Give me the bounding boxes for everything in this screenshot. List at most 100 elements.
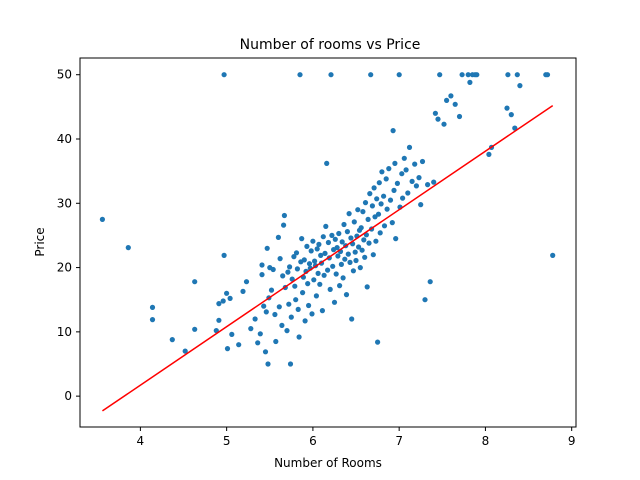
data-point <box>444 97 450 103</box>
data-point <box>324 160 330 166</box>
data-point <box>227 295 233 301</box>
data-point <box>216 301 222 307</box>
data-point <box>357 265 363 271</box>
data-point <box>313 293 319 299</box>
data-point <box>275 234 281 240</box>
data-point <box>359 247 365 253</box>
y-tick-label: 0 <box>64 389 72 403</box>
data-point <box>315 270 321 276</box>
data-point <box>301 257 307 263</box>
data-point <box>311 277 317 283</box>
data-point <box>221 252 227 258</box>
data-point <box>419 158 426 165</box>
data-point <box>255 340 261 346</box>
points-layer <box>99 72 556 367</box>
data-point <box>293 250 300 256</box>
data-point <box>366 240 372 246</box>
data-point <box>486 151 492 157</box>
x-tick-label: 6 <box>309 434 317 448</box>
data-point <box>474 72 480 78</box>
data-point <box>383 176 389 182</box>
data-point <box>334 245 340 251</box>
data-point <box>323 223 329 229</box>
data-point <box>293 297 299 303</box>
data-point <box>393 236 399 242</box>
chart-title: Number of rooms vs Price <box>240 37 421 53</box>
data-point <box>259 272 265 278</box>
data-point <box>358 225 364 231</box>
x-tick-label: 9 <box>568 434 576 448</box>
data-point <box>280 273 286 279</box>
data-point <box>361 237 367 243</box>
data-point <box>369 203 375 209</box>
y-axis-ticks: 0 10 20 30 40 50 <box>57 68 80 403</box>
data-point <box>441 121 447 127</box>
data-point <box>243 279 250 285</box>
data-point <box>149 317 156 323</box>
data-point <box>390 128 396 134</box>
data-point <box>322 250 328 256</box>
data-point <box>240 288 246 294</box>
data-point <box>368 72 374 78</box>
data-point <box>355 207 361 213</box>
data-point <box>149 304 156 310</box>
data-point <box>364 284 370 290</box>
data-point <box>262 349 269 355</box>
data-point <box>277 256 283 262</box>
data-point <box>317 281 323 287</box>
data-point <box>252 316 258 322</box>
data-point <box>292 283 298 289</box>
data-point <box>375 339 381 345</box>
data-point <box>544 72 551 78</box>
data-point <box>367 191 373 197</box>
data-point <box>318 252 324 258</box>
data-point <box>381 193 387 199</box>
data-point <box>448 93 454 99</box>
data-point <box>169 337 175 343</box>
x-tick-label: 4 <box>137 434 145 448</box>
data-point <box>270 266 276 273</box>
data-point <box>296 334 302 340</box>
data-point <box>335 253 341 259</box>
data-point <box>327 286 333 292</box>
x-tick-label: 8 <box>482 434 490 448</box>
data-point <box>285 269 291 275</box>
data-point <box>348 235 354 241</box>
x-axis-label: Number of Rooms <box>274 456 382 470</box>
data-point <box>371 185 377 191</box>
data-point <box>432 110 438 116</box>
data-point <box>378 201 384 207</box>
data-point <box>346 211 352 217</box>
data-point <box>261 303 267 309</box>
data-point <box>229 331 235 337</box>
data-point <box>328 72 334 78</box>
data-point <box>435 116 441 122</box>
y-axis-label: Price <box>33 227 47 256</box>
data-point <box>465 72 471 78</box>
data-point <box>362 254 368 260</box>
data-point <box>288 314 294 320</box>
data-point <box>319 308 325 314</box>
data-point <box>504 105 510 111</box>
y-tick-label: 20 <box>57 261 72 275</box>
data-point <box>452 101 458 107</box>
data-point <box>221 72 227 78</box>
y-tick-label: 50 <box>57 68 72 82</box>
data-point <box>265 361 271 367</box>
data-point <box>341 221 347 228</box>
data-point <box>514 72 520 78</box>
data-point <box>281 212 287 219</box>
data-point <box>308 248 314 254</box>
data-point <box>375 211 382 217</box>
data-point <box>291 254 297 260</box>
data-point <box>400 195 406 201</box>
data-point <box>295 306 301 312</box>
data-point <box>306 261 313 267</box>
data-point <box>456 113 463 120</box>
data-point <box>321 272 327 278</box>
data-point <box>376 180 382 186</box>
data-point <box>403 167 409 173</box>
data-point <box>338 261 344 267</box>
